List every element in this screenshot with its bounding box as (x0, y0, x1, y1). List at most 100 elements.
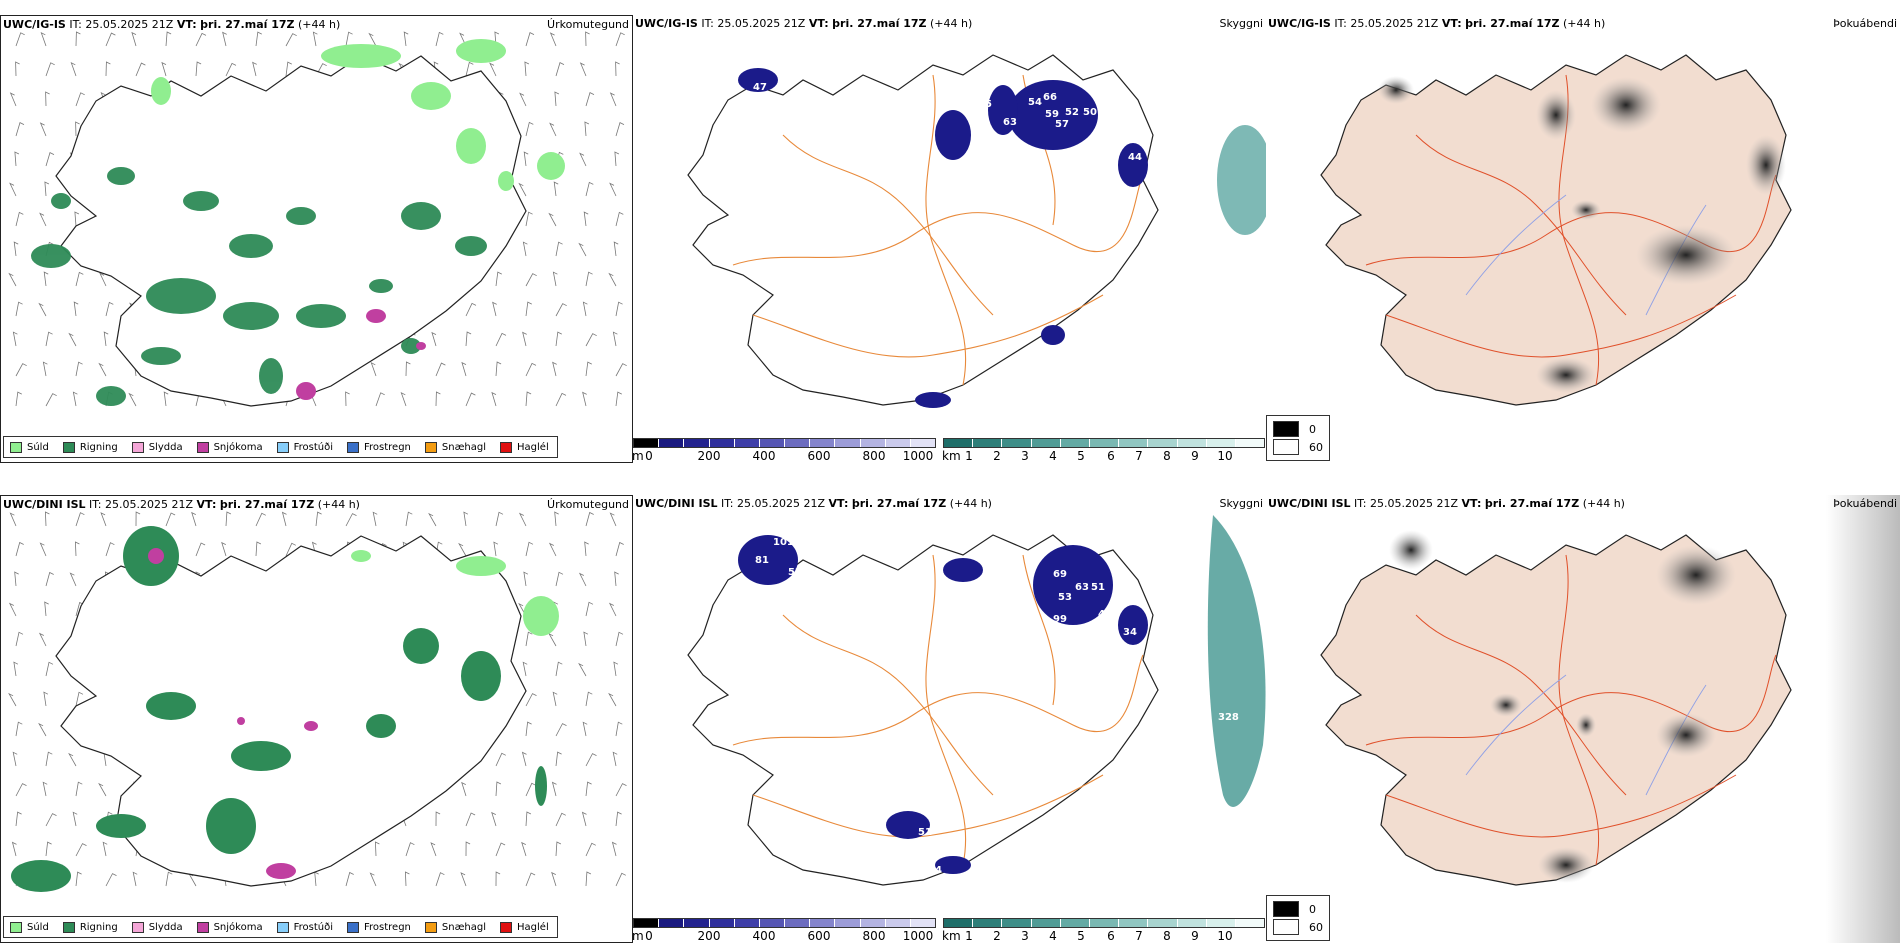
swatch (1273, 919, 1299, 935)
wind-barb (458, 542, 467, 557)
wind-barb (578, 662, 587, 677)
wind-barb (615, 301, 623, 317)
wind-barb (578, 242, 587, 257)
ceiling-label: 57 (1078, 624, 1092, 635)
drizzle-areas (351, 550, 559, 636)
wind-barb (525, 721, 532, 737)
wind-barb (491, 811, 497, 827)
wind-barb (435, 31, 444, 47)
ceiling-label: 45 (978, 99, 992, 110)
legend-item: Slydda (131, 441, 183, 453)
wind-barb (44, 181, 50, 197)
roads (1365, 74, 1777, 386)
wind-barb (75, 843, 87, 857)
panel-title: Þokuábendi (1833, 17, 1897, 30)
wind-barb (72, 391, 78, 407)
wind-barb (345, 871, 354, 887)
wind-barb (615, 391, 622, 407)
wind-barb (100, 512, 107, 527)
wind-barb (225, 511, 232, 527)
wind-barb (430, 842, 437, 857)
wind-barb (68, 752, 77, 767)
wind-barb (345, 513, 357, 527)
visibility-colorbar: km 1 2 3 4 5 6 7 8 9 10 (942, 918, 1265, 943)
wind-barb (518, 182, 527, 197)
wind-barb (521, 751, 527, 767)
precip-type-panel-bottom: UWC/DINI ISL IT: 25.05.2025 21Z VT: þri.… (0, 495, 633, 943)
wind-barb (495, 511, 504, 527)
wind-barb (525, 362, 537, 377)
wind-barb (549, 122, 557, 137)
wind-barb (103, 331, 109, 347)
wind-barb (614, 571, 619, 587)
panel-header: UWC/IG-IS IT: 25.05.2025 21Z VT: þri. 27… (1268, 17, 1606, 30)
wind-barb (585, 601, 594, 617)
wind-barb (69, 572, 77, 587)
wind-barb (555, 751, 562, 767)
wind-barb (404, 871, 410, 887)
wind-barb (459, 32, 467, 47)
wind-barb (99, 272, 107, 287)
ceiling-colorbar: m 0 200 400 600 800 1000 (633, 918, 936, 943)
wind-barb (68, 332, 77, 347)
wind-barb (465, 331, 472, 347)
wind-barb (522, 331, 527, 347)
wind-barb (585, 753, 597, 767)
ceiling-labels: 101 81 52 72 68 69 63 51 53 99 57 45 34 … (755, 537, 1239, 876)
ceiling-label: 105 (1063, 155, 1084, 166)
wind-barb (585, 842, 596, 857)
wind-barb (525, 541, 534, 557)
wind-barb (465, 302, 477, 317)
wind-barb (548, 632, 557, 647)
wind-barb (551, 871, 557, 887)
wind-barb (555, 392, 567, 407)
wind-barb (9, 182, 17, 197)
ceiling-areas (738, 68, 1148, 408)
wind-barb (75, 781, 83, 797)
wind-barb (585, 271, 593, 287)
ceiling-colorbar-ticks: m 0 200 400 600 800 1000 (633, 929, 934, 943)
ceiling-label: 59 (1045, 109, 1059, 120)
wind-barb (615, 32, 625, 47)
ceiling-label: 51 (1091, 582, 1105, 593)
legend-item: Frostregn (347, 921, 411, 933)
wind-barb (549, 32, 557, 47)
wind-barb (525, 631, 533, 647)
swatch (62, 441, 75, 453)
wind-barb (609, 182, 617, 197)
ceiling-colorbar: m 0 200 400 600 800 1000 (633, 438, 936, 463)
drizzle-areas (151, 39, 565, 191)
roads (732, 554, 1144, 866)
wind-barb (518, 512, 527, 527)
visibility-unit: km (942, 929, 961, 943)
wind-barb (435, 391, 441, 407)
ceiling-label: 47 (753, 82, 767, 93)
wind-barb (225, 62, 237, 77)
swatch (347, 441, 359, 453)
wind-barb (585, 781, 592, 797)
wind-barb (15, 211, 24, 227)
ceiling-map-bottom: 101 81 52 72 68 69 63 51 53 99 57 45 34 … (687, 515, 1266, 886)
swatch (500, 441, 513, 453)
wind-barb (74, 211, 80, 227)
ceiling-label: 44 (1128, 152, 1142, 163)
ceiling-label: 57 (1055, 119, 1069, 130)
wind-barb (75, 121, 80, 137)
wind-barb (312, 31, 318, 47)
wind-barb (252, 61, 257, 77)
wind-barb (45, 152, 55, 167)
wind-barb (525, 273, 537, 287)
legend-item: Snæhagl (424, 921, 486, 933)
wind-barb (8, 692, 17, 707)
swatch (424, 441, 437, 453)
wind-barb (555, 571, 564, 587)
wind-barb (615, 363, 627, 377)
ceiling-label: 53 (1058, 592, 1072, 603)
wind-barb (285, 33, 297, 47)
wind-barb (15, 783, 27, 797)
wind-barb (551, 781, 557, 797)
fog-legend-item: 60 (1273, 918, 1323, 936)
wind-barb (585, 333, 597, 347)
legend-item: Snjókoma (196, 921, 263, 933)
panel-header: UWC/DINI ISL IT: 25.05.2025 21Z VT: þri.… (635, 497, 992, 510)
